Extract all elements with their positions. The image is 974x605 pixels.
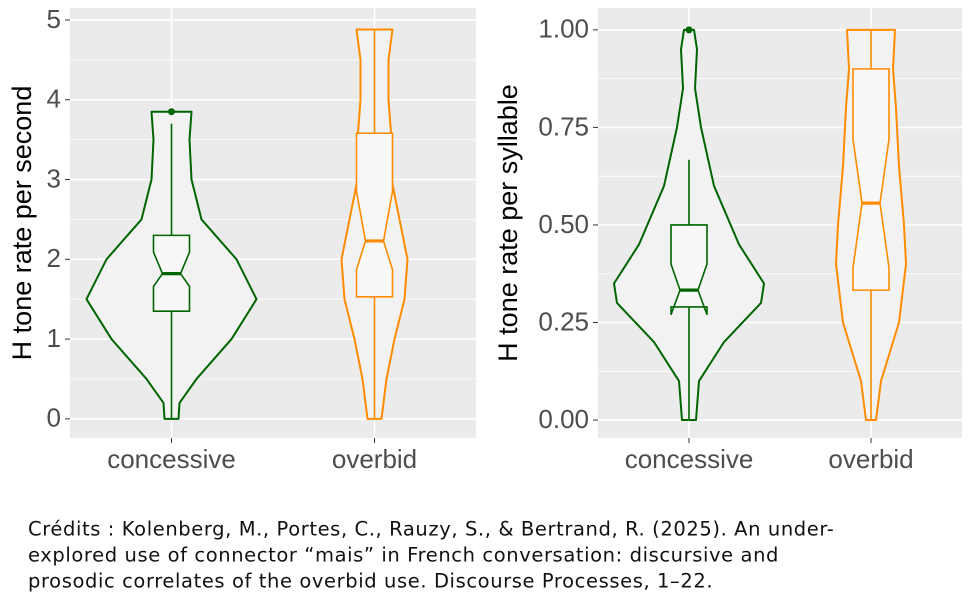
box (852, 68, 890, 291)
y-tick-label: 5 (47, 4, 61, 34)
box (670, 224, 708, 315)
y-tick-label: 1 (47, 323, 61, 353)
y-tick-label: 0.75 (538, 111, 589, 141)
x-tick-label: overbid (332, 444, 417, 474)
x-tick-label: concessive (107, 444, 236, 474)
box (355, 132, 394, 298)
caption-line: explored use of connector “mais” in Fren… (28, 544, 779, 567)
y-axis-label: H tone rate per second (7, 86, 37, 361)
y-tick-label: 4 (47, 84, 61, 114)
plot-background (70, 8, 476, 438)
y-tick-label: 3 (47, 163, 61, 193)
y-tick-label: 1.00 (538, 14, 589, 44)
outlier (685, 26, 693, 34)
caption-line: Crédits : Kolenberg, M., Portes, C., Rau… (28, 518, 834, 541)
outlier (168, 108, 175, 116)
y-tick-label: 0 (47, 403, 61, 433)
y-tick-label: 0.50 (538, 209, 589, 239)
x-tick-label: overbid (828, 444, 913, 474)
y-axis-label: H tone rate per syllable (493, 84, 523, 362)
y-tick-label: 2 (47, 243, 61, 273)
x-tick-label: concessive (625, 444, 754, 474)
y-tick-label: 0.00 (538, 404, 589, 434)
y-tick-label: 0.25 (538, 306, 589, 336)
caption-line: prosodic correlates of the overbid use. … (28, 570, 713, 593)
